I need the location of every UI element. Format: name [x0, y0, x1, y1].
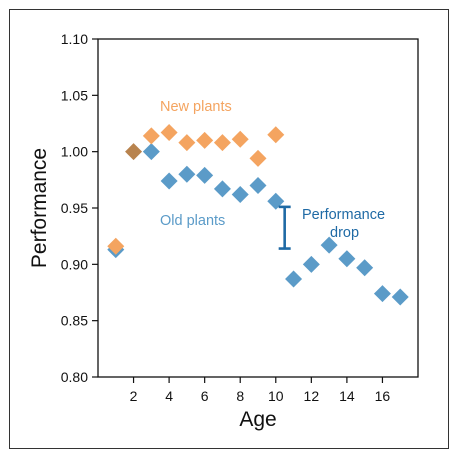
y-tick-label: 1.05 — [61, 87, 88, 103]
x-tick-label: 6 — [201, 388, 209, 404]
x-tick-label: 4 — [165, 388, 173, 404]
y-tick-label: 0.95 — [61, 200, 88, 216]
old-plants-point — [142, 143, 160, 161]
chart-frame — [9, 9, 449, 449]
new-plants-point — [178, 134, 196, 152]
old-plants-point — [213, 180, 231, 198]
x-tick-label: 2 — [130, 388, 138, 404]
ticks: 2 4 6 8 10 12 14 16 0.80 0.85 0.90 0.95 1.00 1.05 1.10 — [61, 31, 391, 404]
old-plants-point — [285, 270, 303, 288]
overlap-point — [125, 143, 143, 161]
new-plants-point — [107, 237, 125, 255]
old-plants-point — [231, 185, 249, 203]
new-plants-point — [267, 126, 285, 144]
data-points — [107, 124, 409, 306]
old-plants-label: Old plants — [160, 213, 225, 229]
y-tick-label: 0.85 — [61, 313, 88, 329]
old-plants-point — [373, 285, 391, 303]
y-tick-label: 0.80 — [61, 369, 88, 385]
old-plants-point — [338, 250, 356, 268]
y-tick-label: 0.90 — [61, 256, 88, 272]
y-tick-label: 1.10 — [61, 31, 88, 47]
old-plants-point — [391, 288, 409, 306]
new-plants-point — [249, 149, 267, 167]
new-plants-point — [142, 127, 160, 145]
old-plants-point — [178, 165, 196, 183]
performance-drop-label-line1: Performance — [302, 207, 385, 223]
new-plants-point — [196, 131, 214, 149]
old-plants-point — [267, 192, 285, 210]
annotations: New plants Old plants Performance drop — [160, 99, 385, 250]
x-tick-label: 14 — [339, 388, 355, 404]
old-plants-point — [320, 236, 338, 254]
x-tick-label: 16 — [375, 388, 391, 404]
new-plants-point — [160, 124, 178, 142]
x-tick-label: 8 — [236, 388, 244, 404]
old-plants-point — [302, 255, 320, 273]
x-tick-label: 12 — [304, 388, 320, 404]
old-plants-point — [356, 259, 374, 277]
new-plants-label: New plants — [160, 99, 232, 115]
x-axis-title: Age — [239, 408, 276, 431]
y-axis-title: Performance — [28, 148, 51, 268]
y-tick-label: 1.00 — [61, 144, 88, 160]
old-plants-point — [160, 172, 178, 190]
new-plants-point — [213, 134, 231, 152]
new-plants-point — [231, 130, 249, 148]
performance-drop-label-line2: drop — [330, 225, 359, 241]
x-tick-label: 10 — [268, 388, 284, 404]
old-plants-point — [196, 166, 214, 184]
old-plants-point — [249, 176, 267, 194]
